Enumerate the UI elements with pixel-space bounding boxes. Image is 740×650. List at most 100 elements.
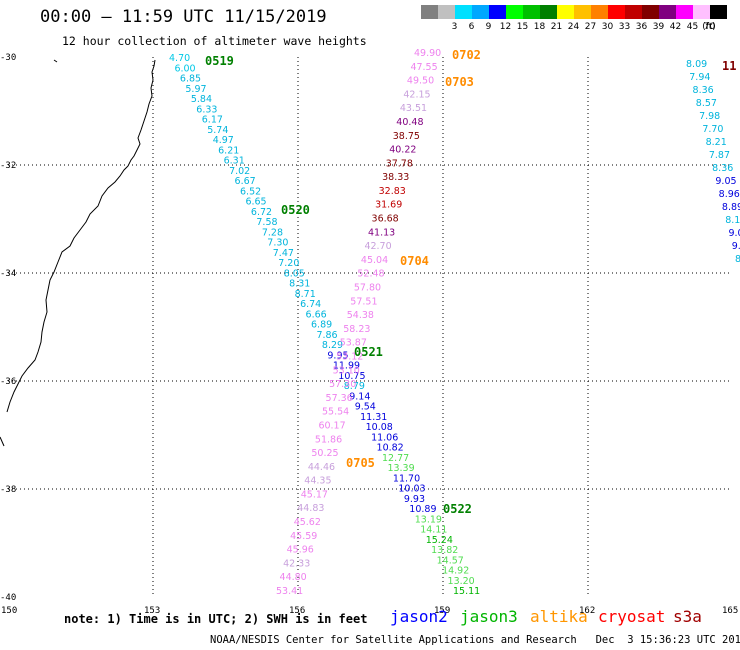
swh-value: 13.20 [448,576,475,587]
swh-value: 57.36 [326,393,353,404]
swh-value: 8.96 [719,189,740,200]
swh-value: 37.78 [386,158,413,169]
legend-label: 9 [485,22,492,32]
swh-value: 53.12 [336,351,363,362]
longitude-label: 165 [722,606,738,616]
swh-value: 10.03 [398,484,425,495]
longitude-label: 153 [144,606,160,616]
legend-label: 36 [635,22,648,32]
swh-value: 6.89 [311,320,332,331]
swh-value: 50.25 [311,448,338,459]
pass-time-label: 0705 [346,456,375,470]
pass-time-label: 0703 [445,75,474,89]
legend-label: 70 [703,22,716,32]
swh-value: 8.31 [289,279,310,290]
legend-label: 3 [451,22,458,32]
map-title: 00:00 – 11:59 UTC 11/15/2019 [40,7,327,27]
swh-value: 8 [735,254,740,265]
longitude-label: 159 [434,606,450,616]
legend-label: 15 [516,22,529,32]
swh-value: 54.38 [347,310,374,321]
longitude-label: 150 [1,606,17,616]
swh-value: 9.93 [404,494,425,505]
legend-swatch [693,5,710,19]
swh-value: 7.58 [256,217,277,228]
coastline-stub [0,436,5,447]
legend-swatch [506,5,523,19]
swh-value: 15.24 [426,535,453,546]
legend-swatch [659,5,676,19]
swh-value: 31.69 [375,200,402,211]
swh-value: 38.75 [393,131,420,142]
legend-label: 33 [618,22,631,32]
swh-value: 4.97 [213,135,234,146]
swh-value: 7.98 [699,111,720,122]
swh-value: 13.39 [387,463,414,474]
swh-value: 6.72 [251,207,272,218]
map-subtitle: 12 hour collection of altimeter wave hei… [62,34,367,48]
swh-value: 45.17 [301,489,328,500]
swh-value: 13.82 [431,545,458,556]
pass-time-label: 11 [722,59,736,73]
swh-value: 9. [732,241,740,252]
legend-unit: (ft) [702,22,716,32]
swh-value: 6.31 [224,156,245,167]
swh-value: 40.22 [389,145,416,156]
swh-value: 9.14 [349,391,370,402]
swh-value: 6.33 [196,104,217,115]
latitude-label: -40 [0,593,16,603]
swh-value: 11.31 [360,412,387,423]
swh-value: 6.85 [180,74,201,85]
swh-value: 6.00 [174,63,195,74]
swh-value: 8.21 [706,137,727,148]
satellite-name: s3a [673,607,702,626]
swh-value: 13.19 [415,514,442,525]
satellite-name: cryosat [598,607,666,626]
legend-swatch [540,5,557,19]
swh-value: 44.80 [280,572,307,583]
swh-value: 8.89 [722,202,740,213]
pass-time-label: 0704 [400,254,429,268]
legend-swatch [676,5,693,19]
swh-value: 52.48 [357,269,384,280]
satellite-name: altika [530,607,588,626]
swh-value: 53.41 [276,586,303,597]
swh-value: 42.33 [283,558,310,569]
latitude-label: -30 [0,53,16,63]
swh-value: 60.17 [318,420,345,431]
swh-value: 47.55 [410,62,437,73]
swh-value: 44.46 [308,462,335,473]
swh-value: 9.0 [728,228,740,239]
swh-value: 11.99 [333,361,360,372]
pass-time-label: 0520 [281,203,310,217]
pass-time-label: 0521 [354,345,383,359]
swh-value: 7.47 [273,248,294,259]
legend-swatch [472,5,489,19]
swh-value: 32.83 [379,186,406,197]
swh-value: 57.80 [354,283,381,294]
swh-value: 6.67 [235,176,256,187]
legend-swatch [557,5,574,19]
footer-note: note: 1) Time is in UTC; 2) SWH is in fe… [64,612,368,626]
swh-value: 11.06 [371,432,398,443]
legend-swatch [608,5,625,19]
legend-label: 6 [468,22,475,32]
legend-swatch [642,5,659,19]
pass-time-label: 0702 [452,48,481,62]
coastline [6,59,156,413]
swh-value: 44.35 [304,476,331,487]
swh-value: 6.21 [218,145,239,156]
swh-value: 45.96 [287,545,314,556]
legend-swatch [625,5,642,19]
swh-value: 6.66 [306,309,327,320]
swh-value: 6.17 [202,115,223,126]
swh-value: 7.28 [262,227,283,238]
swh-value: 4.70 [169,53,190,64]
swh-value: 14.92 [442,566,469,577]
swh-value: 53.10 [333,365,360,376]
legend-label: 27 [584,22,597,32]
swh-value: 8.36 [693,85,714,96]
swh-value: 41.13 [368,227,395,238]
legend-swatch [421,5,438,19]
swh-value: 10.08 [366,422,393,433]
